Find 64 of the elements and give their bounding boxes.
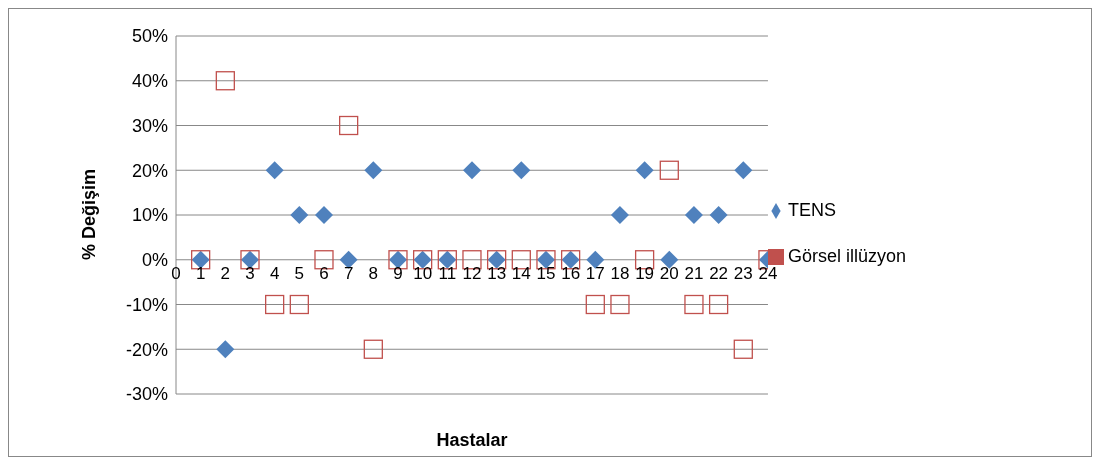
point — [363, 339, 383, 359]
x-tick-label: 3 — [245, 264, 255, 283]
x-tick-label: 0 — [171, 264, 181, 283]
point — [610, 206, 629, 224]
x-tick-label: 9 — [393, 264, 403, 283]
point — [684, 206, 703, 224]
x-tick-label: 20 — [659, 264, 679, 283]
y-tick-label: 20% — [131, 160, 168, 181]
x-tick-label: 8 — [368, 264, 379, 283]
y-tick-label: -30% — [125, 384, 168, 405]
x-tick-label: 11 — [438, 264, 457, 283]
y-tick-label: 30% — [131, 115, 168, 136]
point — [216, 340, 235, 359]
point — [462, 161, 481, 180]
x-tick-label: 17 — [585, 264, 605, 283]
x-tick-label: 18 — [610, 264, 630, 283]
y-tick-label: 10% — [131, 205, 168, 226]
point — [339, 250, 358, 269]
point — [364, 161, 383, 180]
y-axis-title: % Değişim — [79, 168, 100, 260]
point — [734, 161, 753, 180]
x-tick-label: 5 — [294, 264, 305, 283]
point — [708, 294, 729, 315]
x-tick-label: 12 — [462, 264, 482, 283]
x-tick-label: 4 — [269, 264, 280, 283]
point — [265, 294, 285, 315]
point — [289, 294, 309, 315]
point — [709, 206, 728, 224]
y-tick-label: 0% — [141, 250, 168, 271]
x-tick-label: 15 — [536, 264, 556, 283]
x-tick-label: 14 — [511, 264, 531, 283]
x-tick-label: 16 — [561, 264, 581, 283]
x-tick-label: 13 — [487, 264, 507, 283]
x-tick-label: 1 — [195, 264, 206, 283]
point — [512, 161, 531, 180]
x-tick-label: 2 — [220, 264, 231, 283]
x-axis-title: Hastalar — [436, 430, 508, 450]
y-tick-label: -20% — [125, 339, 168, 360]
x-tick-label: 21 — [684, 264, 704, 283]
x-tick-label: 10 — [413, 264, 433, 283]
point — [265, 161, 284, 180]
point — [610, 294, 630, 315]
x-tick-label: 7 — [343, 264, 354, 283]
point — [635, 161, 654, 180]
point — [314, 206, 333, 224]
legend-label: Görsel illüzyon — [787, 245, 906, 266]
y-tick-label: -10% — [125, 294, 168, 315]
x-tick-label: 23 — [733, 264, 753, 283]
point — [215, 71, 235, 91]
point — [659, 160, 679, 180]
point — [290, 206, 309, 224]
x-tick-label: 6 — [319, 264, 329, 283]
point — [585, 294, 605, 315]
x-tick-label: 19 — [635, 264, 655, 283]
point — [660, 250, 679, 269]
x-tick-label: 22 — [709, 264, 729, 283]
point — [733, 339, 753, 359]
point — [586, 250, 605, 269]
point — [339, 115, 359, 136]
point — [684, 294, 704, 315]
y-tick-label: 50% — [131, 26, 168, 47]
x-tick-label: 24 — [758, 264, 778, 283]
y-tick-label: 40% — [131, 71, 168, 92]
legend-label: TENS — [787, 199, 836, 220]
